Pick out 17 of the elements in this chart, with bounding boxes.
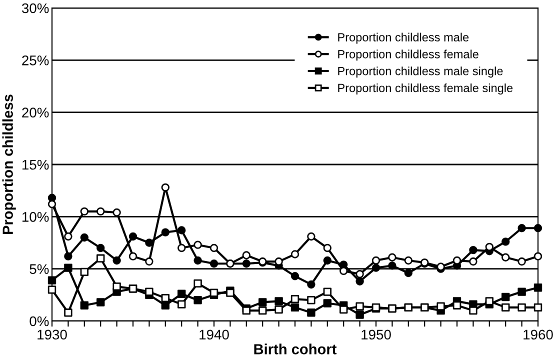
x-axis-title: Birth cohort xyxy=(254,344,337,354)
x-tick-label: 1950 xyxy=(362,330,391,340)
legend-label: Proportion childless female xyxy=(338,50,478,61)
legend-label: Proportion childless male xyxy=(338,32,469,44)
y-tick-label: 15% xyxy=(22,160,49,170)
y-tick-label: 20% xyxy=(22,108,49,118)
x-tick-label: 1930 xyxy=(38,330,67,340)
legend-label: Proportion childless female single xyxy=(338,83,513,94)
y-tick-label: 30% xyxy=(22,3,49,14)
y-tick-label: 5% xyxy=(30,264,49,274)
y-axis-title: Proportion childless xyxy=(2,94,16,234)
x-tick-label: 1960 xyxy=(524,330,553,340)
y-tick-label: 10% xyxy=(22,212,49,222)
y-tick-label: 25% xyxy=(22,56,49,66)
x-tick-label: 1940 xyxy=(200,330,229,340)
legend-label: Proportion childless male single xyxy=(338,66,503,78)
y-tick-label: 0% xyxy=(30,316,49,326)
